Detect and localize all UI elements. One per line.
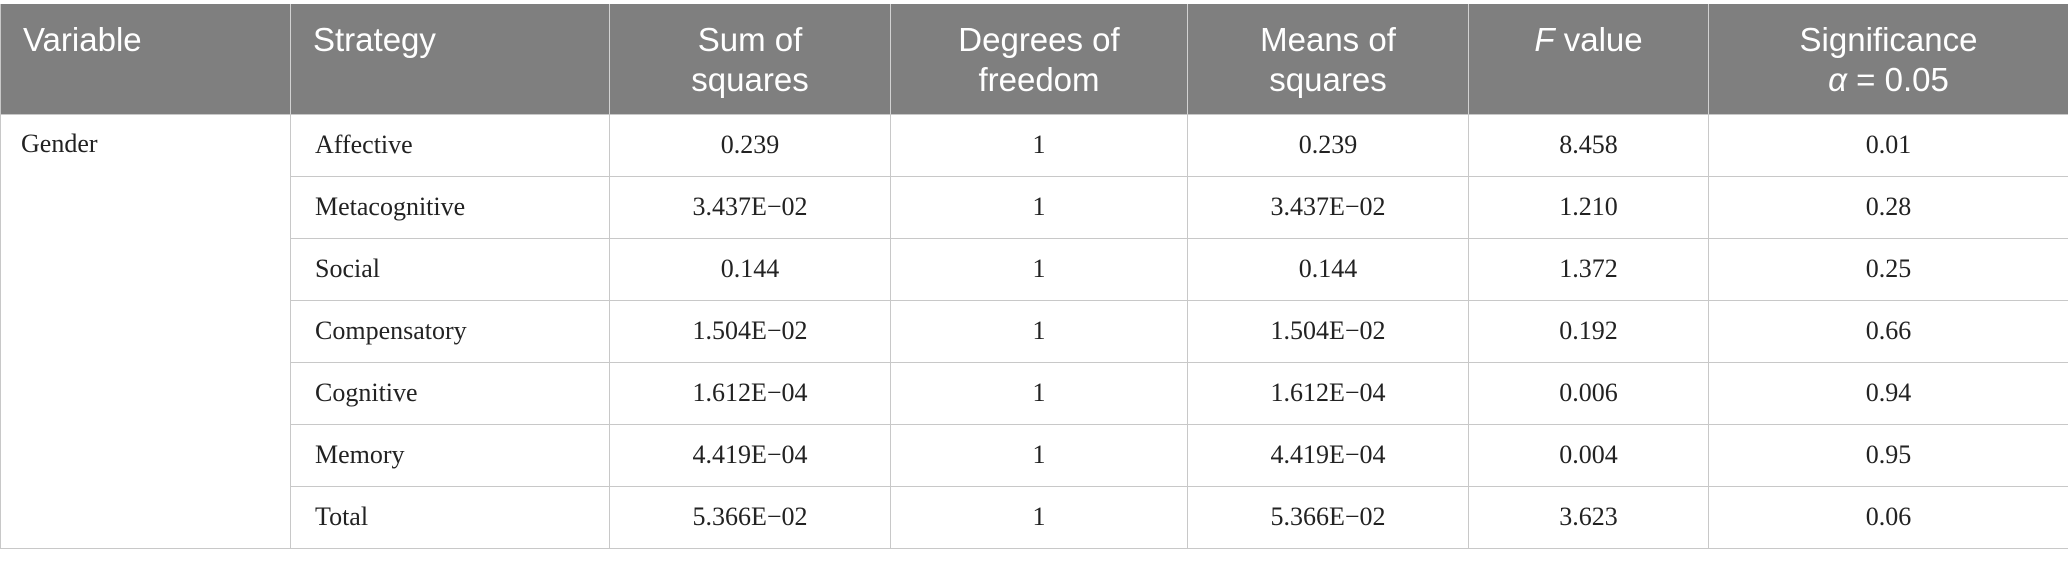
- means-of-squares-cell: 4.419E−04: [1187, 423, 1469, 487]
- means-of-squares-cell: 3.437E−02: [1187, 175, 1469, 239]
- table-row: Metacognitive 3.437E−02 1 3.437E−02 1.21…: [1, 175, 2068, 239]
- header-significance-alpha: α: [1828, 61, 1847, 98]
- anova-table: Variable Strategy Sum of squares Degrees…: [0, 4, 2068, 549]
- degrees-of-freedom-cell: 1: [890, 361, 1188, 425]
- header-means-line2: squares: [1269, 61, 1387, 98]
- f-value-cell: 0.006: [1468, 361, 1709, 425]
- sum-of-squares-cell: 4.419E−04: [609, 423, 891, 487]
- header-variable: Variable: [0, 4, 291, 115]
- strategy-cell: Affective: [290, 113, 610, 177]
- header-degrees-line2: freedom: [978, 61, 1100, 98]
- header-significance-rest: = 0.05: [1846, 61, 1949, 98]
- sum-of-squares-cell: 0.239: [609, 113, 891, 177]
- significance-cell: 0.94: [1708, 361, 2068, 425]
- f-value-cell: 0.192: [1468, 299, 1709, 363]
- table-body: Gender Affective 0.239 1 0.239 8.458 0.0…: [0, 113, 2068, 549]
- degrees-of-freedom-cell: 1: [890, 175, 1188, 239]
- table-header: Variable Strategy Sum of squares Degrees…: [0, 4, 2068, 115]
- strategy-cell: Social: [290, 237, 610, 301]
- header-strategy: Strategy: [290, 4, 610, 115]
- significance-cell: 0.06: [1708, 485, 2068, 549]
- strategy-cell: Compensatory: [290, 299, 610, 363]
- header-row: Variable Strategy Sum of squares Degrees…: [0, 4, 2068, 115]
- f-value-cell: 8.458: [1468, 113, 1709, 177]
- significance-cell: 0.01: [1708, 113, 2068, 177]
- f-value-cell: 1.210: [1468, 175, 1709, 239]
- header-means-of-squares: Means of squares: [1187, 4, 1469, 115]
- significance-cell: 0.66: [1708, 299, 2068, 363]
- sum-of-squares-cell: 1.612E−04: [609, 361, 891, 425]
- sum-of-squares-cell: 3.437E−02: [609, 175, 891, 239]
- table-row: Gender Affective 0.239 1 0.239 8.458 0.0…: [0, 113, 2068, 549]
- table-row: Compensatory 1.504E−02 1 1.504E−02 0.192…: [1, 299, 2068, 363]
- header-sum-of-squares-line1: Sum of: [697, 21, 803, 58]
- header-means-line1: Means of: [1260, 21, 1396, 58]
- significance-cell: 0.95: [1708, 423, 2068, 487]
- degrees-of-freedom-cell: 1: [890, 485, 1188, 549]
- degrees-of-freedom-cell: 1: [890, 299, 1188, 363]
- strategy-cell: Metacognitive: [290, 175, 610, 239]
- header-f-value: F value: [1468, 4, 1709, 115]
- variable-cell: Gender: [0, 113, 291, 549]
- degrees-of-freedom-cell: 1: [890, 423, 1188, 487]
- strategy-cell: Memory: [290, 423, 610, 487]
- means-of-squares-cell: 1.612E−04: [1187, 361, 1469, 425]
- header-significance: Significance α = 0.05: [1708, 4, 2068, 115]
- degrees-of-freedom-cell: 1: [890, 113, 1188, 177]
- header-degrees-of-freedom: Degrees of freedom: [890, 4, 1188, 115]
- f-value-cell: 1.372: [1468, 237, 1709, 301]
- means-of-squares-cell: 5.366E−02: [1187, 485, 1469, 549]
- strategy-cell: Total: [290, 485, 610, 549]
- header-sum-of-squares-line2: squares: [691, 61, 809, 98]
- table-row: Cognitive 1.612E−04 1 1.612E−04 0.006 0.…: [1, 361, 2068, 425]
- means-of-squares-cell: 1.504E−02: [1187, 299, 1469, 363]
- degrees-of-freedom-cell: 1: [890, 237, 1188, 301]
- strategy-cell: Cognitive: [290, 361, 610, 425]
- sum-of-squares-cell: 1.504E−02: [609, 299, 891, 363]
- f-value-cell: 3.623: [1468, 485, 1709, 549]
- significance-cell: 0.28: [1708, 175, 2068, 239]
- significance-cell: 0.25: [1708, 237, 2068, 301]
- table-row: Total 5.366E−02 1 5.366E−02 3.623 0.06: [1, 485, 2068, 549]
- f-value-cell: 0.004: [1468, 423, 1709, 487]
- anova-table-container: Variable Strategy Sum of squares Degrees…: [0, 4, 2068, 549]
- sum-of-squares-cell: 5.366E−02: [609, 485, 891, 549]
- means-of-squares-cell: 0.239: [1187, 113, 1469, 177]
- header-sum-of-squares: Sum of squares: [609, 4, 891, 115]
- sum-of-squares-cell: 0.144: [609, 237, 891, 301]
- table-row: Social 0.144 1 0.144 1.372 0.25: [1, 237, 2068, 301]
- header-significance-line1: Significance: [1799, 21, 1978, 58]
- table-row: Memory 4.419E−04 1 4.419E−04 0.004 0.95: [1, 423, 2068, 487]
- header-f-rest: value: [1554, 21, 1643, 58]
- means-of-squares-cell: 0.144: [1187, 237, 1469, 301]
- header-f-italic: F: [1534, 21, 1555, 58]
- header-degrees-line1: Degrees of: [958, 21, 1120, 58]
